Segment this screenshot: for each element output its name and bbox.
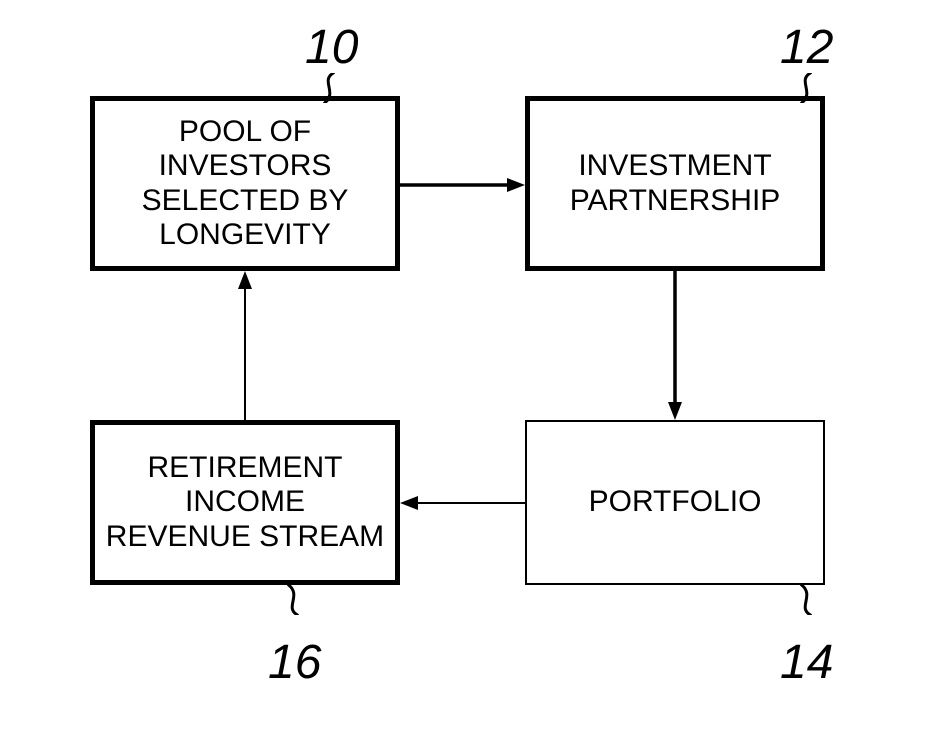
ref-label-partnership: 12	[780, 20, 833, 75]
squiggle-portfolio	[795, 585, 817, 615]
node-revenue-text: RETIREMENT INCOME REVENUE STREAM	[95, 451, 395, 555]
ref-label-pool: 10	[305, 20, 358, 75]
node-pool: POOL OF INVESTORS SELECTED BY LONGEVITY	[90, 96, 400, 271]
node-portfolio-text: PORTFOLIO	[589, 485, 762, 520]
squiggle-revenue	[282, 585, 304, 615]
squiggle-pool	[318, 73, 340, 103]
node-portfolio: PORTFOLIO	[525, 420, 825, 585]
squiggle-partnership	[795, 73, 817, 103]
node-revenue: RETIREMENT INCOME REVENUE STREAM	[90, 420, 400, 585]
ref-label-revenue: 16	[268, 635, 321, 690]
diagram-stage: POOL OF INVESTORS SELECTED BY LONGEVITY …	[0, 0, 931, 736]
node-partnership-text: INVESTMENT PARTNERSHIP	[570, 149, 781, 218]
ref-label-portfolio: 14	[780, 635, 833, 690]
node-partnership: INVESTMENT PARTNERSHIP	[525, 96, 825, 271]
node-pool-text: POOL OF INVESTORS SELECTED BY LONGEVITY	[95, 115, 395, 253]
